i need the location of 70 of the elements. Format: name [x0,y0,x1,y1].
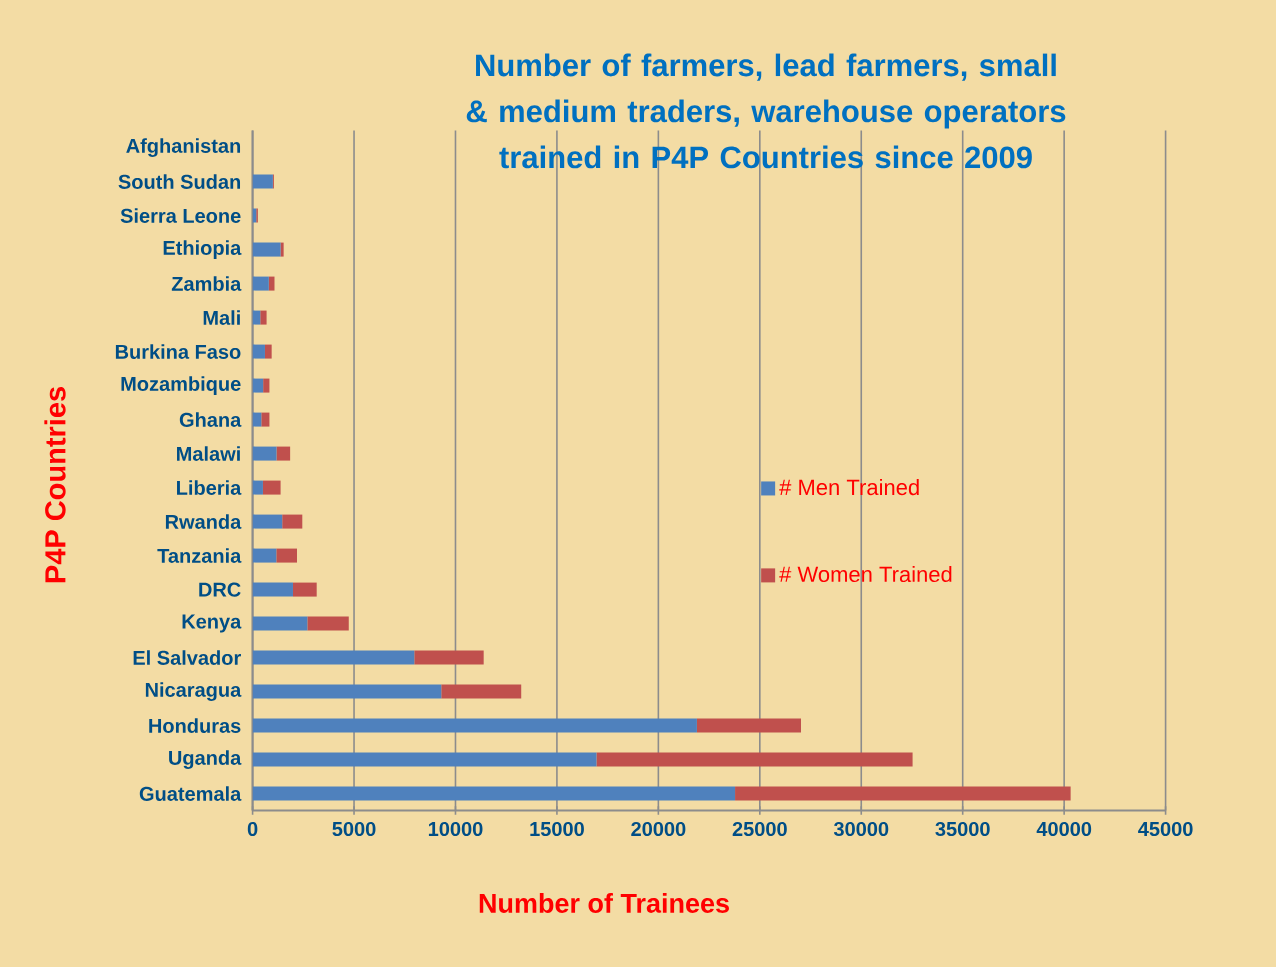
y-tick-label: Malawi [177,446,240,461]
x-tick-label: 5000 [332,821,376,837]
bar [276,548,298,563]
bar [252,276,269,291]
bar [414,650,484,665]
y-tick-label: Tanzania [157,548,242,563]
bar [252,242,281,257]
x-tick-label: 10000 [428,821,483,837]
y-axis-title: P4P Countries [44,387,66,583]
y-tick-label: Uganda [169,750,242,769]
x-axis-title: Number of Trainees [479,893,729,913]
y-tick-label: DRC [199,582,241,597]
bar [260,310,267,325]
bar [280,242,284,257]
bar [252,786,736,801]
chart-title: Number of farmers, lead farmers, small & medium traders, warehouse operators trained in P4P Countries since 2009 [466,53,1066,169]
bar [282,514,303,529]
y-tick-label: El Salvador [133,650,241,665]
bar [252,344,265,359]
bar [252,446,277,461]
bar [441,684,522,699]
bar [252,752,597,767]
y-tick-label: Mozambique [121,376,241,395]
x-tick-label: 40000 [1036,821,1092,837]
bar [252,514,283,529]
bar [252,684,442,699]
bar [261,412,270,427]
y-tick-label: Afghanistan [126,138,241,157]
bar [696,718,801,733]
bar [268,276,275,291]
bar [252,718,697,733]
bar [307,616,349,631]
x-tick-label: 30000 [833,821,889,837]
y-tick-label: Liberia [177,480,242,495]
bar [252,378,264,393]
y-tick-label: Burkina Faso [115,344,241,359]
x-tick-label: 25000 [732,821,787,837]
bar [596,752,913,767]
y-tick-label: Kenya [182,614,242,633]
y-tick-label: Guatemala [139,786,242,801]
bar [252,174,273,189]
x-tick-label: 0 [247,821,258,837]
y-tick-label: South Sudan [118,174,241,189]
x-tick-label: 20000 [631,821,686,837]
legend-label: # Women Trained [779,565,952,583]
y-tick-label: Ghana [179,412,242,427]
bar [252,310,261,325]
bar [252,548,277,563]
y-tick-label: Nicaragua [145,682,242,701]
bar [252,650,415,665]
y-tick-label: Ethiopia [163,240,242,259]
bar [735,786,1071,801]
y-tick-label: Rwanda [165,514,242,529]
y-tick-label: Mali [203,310,240,325]
legend-label: # Men Trained [779,478,919,496]
x-tick-label: 15000 [530,821,584,837]
bar [276,446,291,461]
bar [262,480,281,495]
bar [292,582,317,597]
bar [264,344,272,359]
bar [252,582,293,597]
y-tick-label: Zambia [171,276,242,291]
bar [263,378,270,393]
bar [252,480,263,495]
y-tick-label: Sierra Leone [120,208,241,223]
bar [252,412,262,427]
y-tick-label: Honduras [149,718,241,733]
bar [252,616,308,631]
x-tick-label: 35000 [935,821,990,837]
x-tick-label: 45000 [1138,821,1193,837]
